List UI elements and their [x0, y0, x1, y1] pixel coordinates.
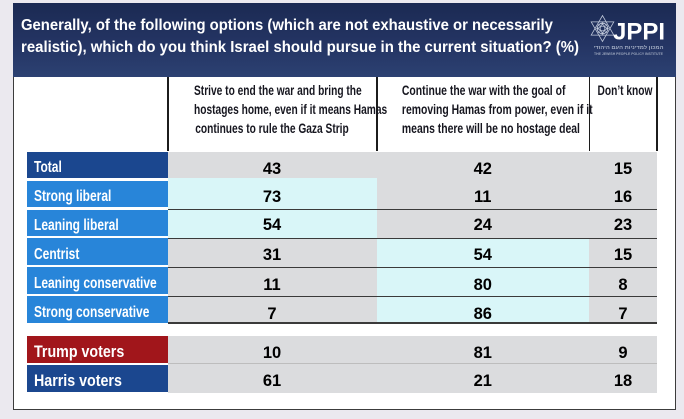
svg-text:JPPI: JPPI [613, 19, 665, 46]
svg-text:THE JEWISH PEOPLE POLICY INSTI: THE JEWISH PEOPLE POLICY INSTITUTE [594, 52, 663, 56]
svg-text:המכון למדיניות העם היהודי: המכון למדיניות העם היהודי [594, 45, 664, 51]
